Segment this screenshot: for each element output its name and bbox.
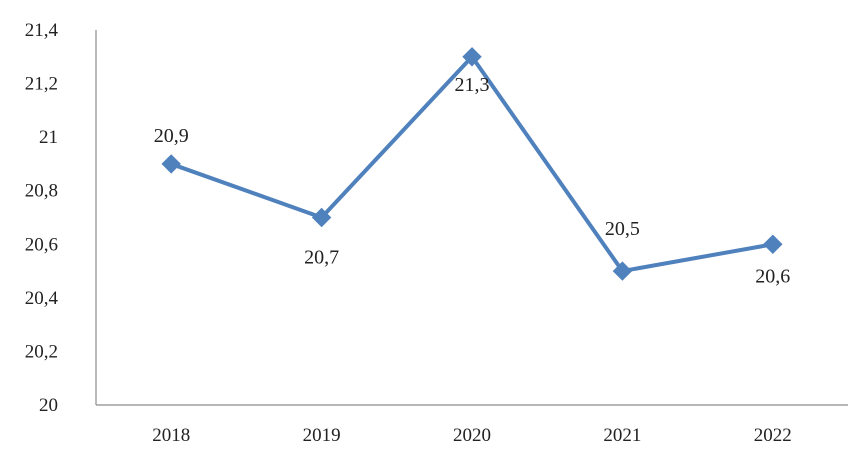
data-label: 20,7 bbox=[304, 247, 339, 269]
data-labels-layer: 20,9 20,7 21,3 20,5 20,6 bbox=[154, 74, 791, 287]
y-tick-label: 21 bbox=[39, 127, 58, 148]
y-tick-label: 20,2 bbox=[25, 341, 58, 362]
x-tick-label: 2022 bbox=[754, 425, 792, 446]
x-tick-label: 2020 bbox=[453, 425, 491, 446]
data-point-marker bbox=[311, 207, 332, 228]
data-label: 20,9 bbox=[154, 125, 189, 147]
data-label: 20,6 bbox=[755, 265, 790, 287]
y-tick-label: 20 bbox=[39, 395, 58, 416]
x-tick-label: 2018 bbox=[152, 425, 190, 446]
y-tick-label: 21,2 bbox=[25, 74, 58, 95]
data-point-marker bbox=[462, 47, 482, 67]
y-axis-tick-labels: 20 20,2 20,4 20,6 20,8 21 21,2 21,4 bbox=[25, 20, 59, 416]
y-tick-label: 20,6 bbox=[25, 234, 58, 255]
series-layer bbox=[161, 47, 783, 281]
data-label: 21,3 bbox=[455, 74, 490, 96]
y-tick-label: 21,4 bbox=[25, 20, 59, 41]
data-point-marker bbox=[161, 154, 181, 174]
y-tick-label: 20,4 bbox=[25, 288, 59, 309]
x-axis-tick-labels: 2018 2019 2020 2021 2022 bbox=[152, 425, 792, 446]
data-point-marker bbox=[612, 261, 633, 281]
axes bbox=[95, 30, 848, 406]
data-label: 20,5 bbox=[605, 218, 640, 240]
x-tick-label: 2021 bbox=[603, 425, 641, 446]
y-tick-label: 20,8 bbox=[25, 181, 58, 202]
x-tick-label: 2019 bbox=[303, 425, 341, 446]
data-point-marker bbox=[763, 234, 783, 254]
